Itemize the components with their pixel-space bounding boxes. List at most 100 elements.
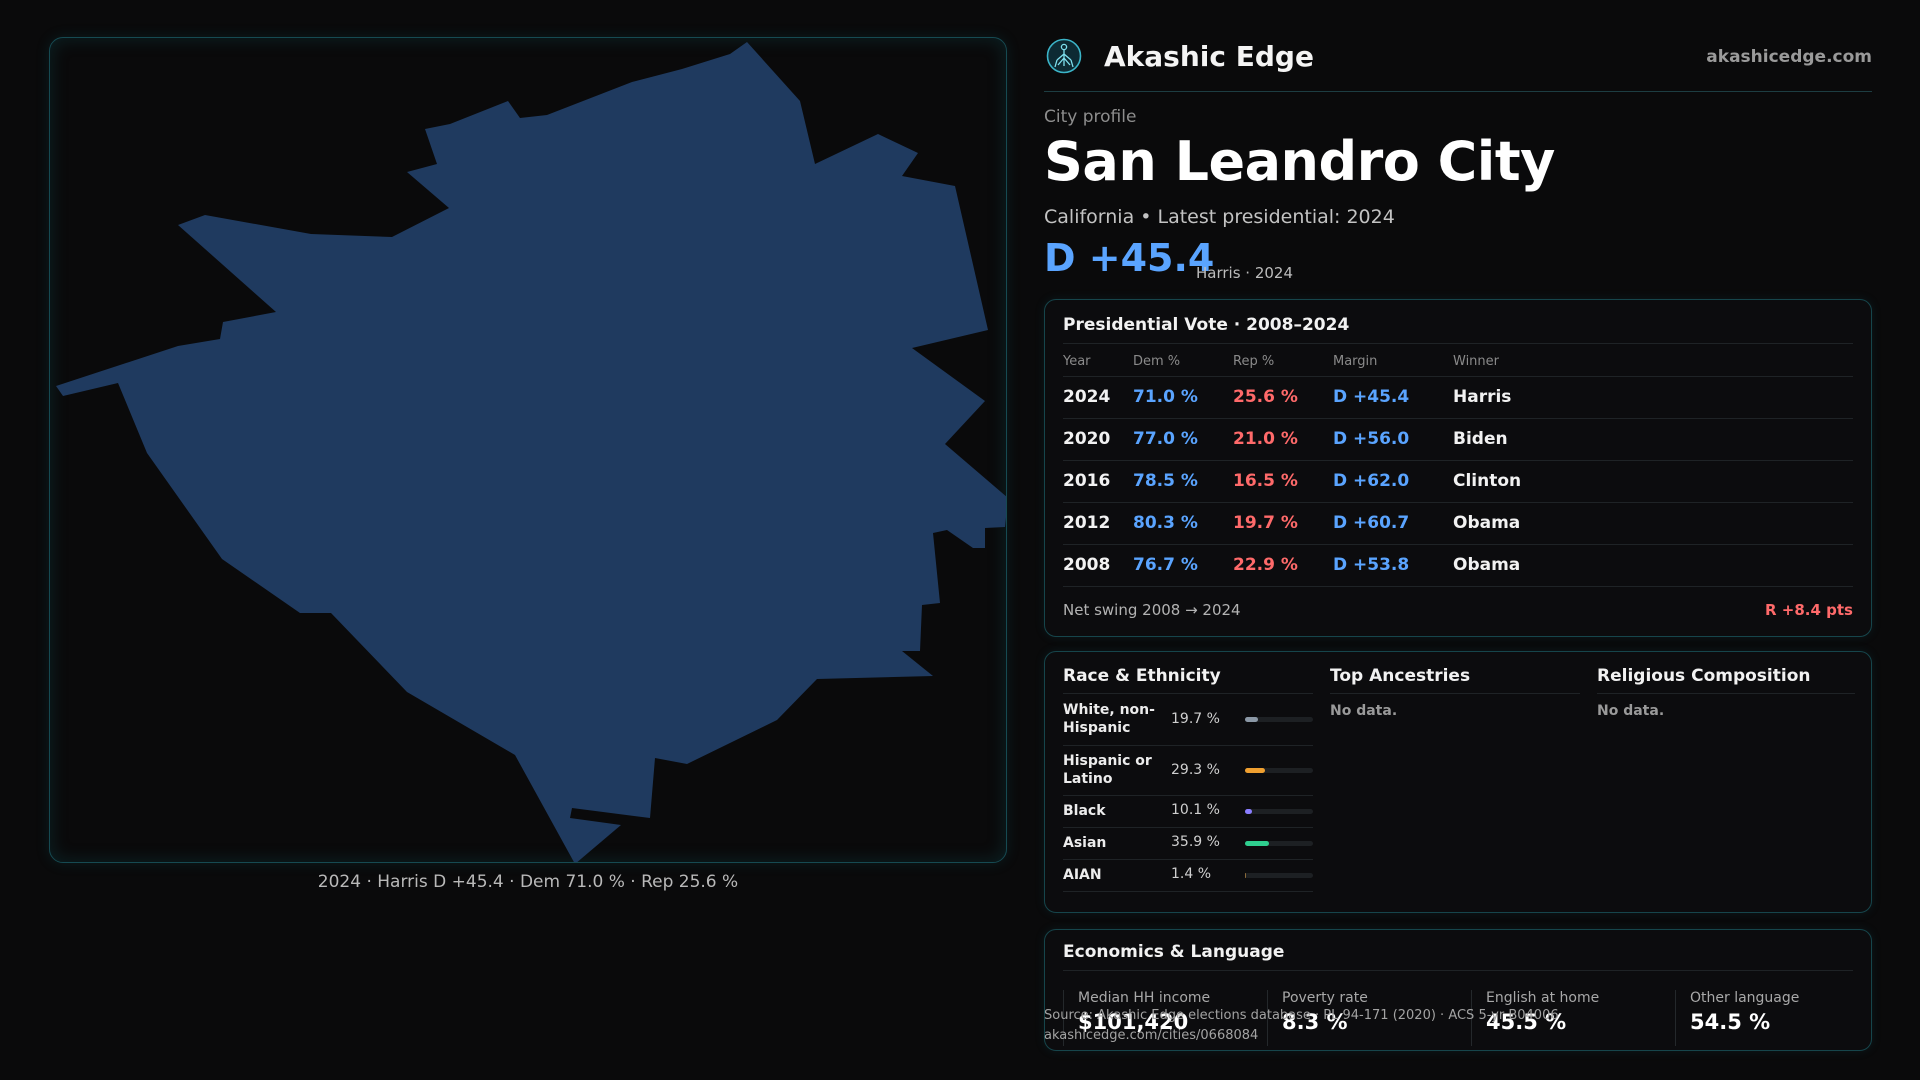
table-row: 2020 77.0 % 21.0 % D +56.0 Biden <box>1063 418 1853 461</box>
race-bar-track <box>1245 809 1313 814</box>
section-title: Race & Ethnicity <box>1063 666 1313 694</box>
race-bar-track <box>1245 717 1313 722</box>
race-pct: 35.9 % <box>1171 834 1220 850</box>
cell-year: 2008 <box>1063 544 1133 587</box>
cell-margin: D +53.8 <box>1333 544 1453 587</box>
section-title: Top Ancestries <box>1330 666 1580 694</box>
race-row: AIAN 1.4 % <box>1063 860 1313 892</box>
religious-composition-section: Religious Composition No data. <box>1597 666 1855 719</box>
presidential-vote-card: Presidential Vote · 2008–2024 Year Dem %… <box>1044 299 1872 637</box>
race-label: Asian <box>1063 835 1107 851</box>
source-citation: Source: Akashic Edge elections database … <box>1044 1008 1559 1023</box>
stat-value: 8.3 % <box>1282 1010 1348 1034</box>
net-swing-label: Net swing 2008 → 2024 <box>1063 601 1241 619</box>
city-boundary-map <box>49 37 1007 863</box>
cell-margin: D +45.4 <box>1333 376 1453 419</box>
profile-column: Akashic Edge akashicedge.com City profil… <box>1044 0 1872 1080</box>
stat-label: English at home <box>1486 990 1600 1006</box>
headline-margin: D +45.4 <box>1044 236 1215 280</box>
race-row: Black 10.1 % <box>1063 796 1313 828</box>
stat-poverty-rate: Poverty rate 8.3 % <box>1267 990 1457 1046</box>
empty-state-text: No data. <box>1330 703 1398 719</box>
demographics-card: Race & Ethnicity White, non-Hispanic 19.… <box>1044 651 1872 913</box>
cell-margin: D +60.7 <box>1333 502 1453 545</box>
race-label: Hispanic or Latino <box>1063 753 1152 787</box>
section-title: Religious Composition <box>1597 666 1855 694</box>
cell-year: 2012 <box>1063 502 1133 545</box>
race-pct: 1.4 % <box>1171 866 1212 882</box>
economics-language-card: Economics & Language Median HH income $1… <box>1044 929 1872 1051</box>
empty-state-text: No data. <box>1597 703 1665 719</box>
stat-value: 54.5 % <box>1690 1010 1771 1034</box>
col-header-rep: Rep % <box>1233 348 1333 377</box>
stat-value: 45.5 % <box>1486 1010 1567 1034</box>
cell-rep: 25.6 % <box>1233 376 1333 419</box>
stat-other-language: Other language 54.5 % <box>1675 990 1865 1046</box>
header-divider <box>1044 91 1872 92</box>
table-row: 2016 78.5 % 16.5 % D +62.0 Clinton <box>1063 460 1853 503</box>
source-url-link[interactable]: akashicedge.com/cities/0668084 <box>1044 1028 1259 1043</box>
race-row: Hispanic or Latino 29.3 % <box>1063 746 1313 796</box>
cell-year: 2016 <box>1063 460 1133 503</box>
race-pct: 29.3 % <box>1171 762 1220 778</box>
race-bar-track <box>1245 873 1313 878</box>
eyebrow-label: City profile <box>1044 107 1137 127</box>
race-bar-fill <box>1245 768 1265 773</box>
brand-name: Akashic Edge <box>1104 40 1314 73</box>
race-bar-track <box>1245 841 1313 846</box>
race-bar-fill <box>1245 717 1259 722</box>
presidential-table: Year Dem % Rep % Margin Winner 2024 71.0… <box>1063 348 1853 587</box>
col-header-dem: Dem % <box>1133 348 1233 377</box>
brand-header: Akashic Edge akashicedge.com <box>1044 36 1872 80</box>
net-swing-value: R +8.4 pts <box>1765 601 1853 619</box>
table-header-row: Year Dem % Rep % Margin Winner <box>1063 348 1853 377</box>
race-pct: 19.7 % <box>1171 711 1220 727</box>
top-ancestries-section: Top Ancestries No data. <box>1330 666 1580 719</box>
map-caption: 2024 · Harris D +45.4 · Dem 71.0 % · Rep… <box>317 872 739 892</box>
race-ethnicity-section: Race & Ethnicity White, non-Hispanic 19.… <box>1063 666 1313 892</box>
race-label: AIAN <box>1063 867 1102 883</box>
cell-winner: Obama <box>1453 544 1853 587</box>
cell-rep: 22.9 % <box>1233 544 1333 587</box>
cell-winner: Obama <box>1453 502 1853 545</box>
cell-dem: 77.0 % <box>1133 418 1233 461</box>
table-row: 2012 80.3 % 19.7 % D +60.7 Obama <box>1063 502 1853 545</box>
race-row: Asian 35.9 % <box>1063 828 1313 860</box>
cell-margin: D +56.0 <box>1333 418 1453 461</box>
brand-url-link[interactable]: akashicedge.com <box>1706 47 1872 67</box>
stat-english-at-home: English at home 45.5 % <box>1471 990 1661 1046</box>
stat-median-income: Median HH income $101,420 <box>1063 990 1253 1046</box>
cell-dem: 80.3 % <box>1133 502 1233 545</box>
cell-year: 2024 <box>1063 376 1133 419</box>
headline-margin-note: Harris · 2024 <box>1196 264 1294 282</box>
cell-winner: Clinton <box>1453 460 1853 503</box>
table-row: 2024 71.0 % 25.6 % D +45.4 Harris <box>1063 376 1853 419</box>
cell-rep: 21.0 % <box>1233 418 1333 461</box>
page-subtitle: California • Latest presidential: 2024 <box>1044 206 1395 228</box>
stat-label: Other language <box>1690 990 1800 1006</box>
tree-of-life-icon <box>1046 38 1082 74</box>
race-bar-fill <box>1245 873 1247 878</box>
cell-year: 2020 <box>1063 418 1133 461</box>
divider <box>1063 343 1853 344</box>
race-row: White, non-Hispanic 19.7 % <box>1063 694 1313 746</box>
cell-winner: Biden <box>1453 418 1853 461</box>
cell-dem: 78.5 % <box>1133 460 1233 503</box>
cell-winner: Harris <box>1453 376 1853 419</box>
source-footer: Source: Akashic Edge elections database … <box>1044 1006 1559 1046</box>
cell-dem: 76.7 % <box>1133 544 1233 587</box>
race-pct: 10.1 % <box>1171 802 1220 818</box>
city-boundary-shape <box>56 42 1006 862</box>
card-title: Presidential Vote · 2008–2024 <box>1063 315 1350 335</box>
col-header-winner: Winner <box>1453 348 1853 377</box>
table-row: 2008 76.7 % 22.9 % D +53.8 Obama <box>1063 544 1853 587</box>
cell-margin: D +62.0 <box>1333 460 1453 503</box>
race-label: Black <box>1063 803 1106 819</box>
col-header-year: Year <box>1063 348 1133 377</box>
stat-label: Median HH income <box>1078 990 1211 1006</box>
card-title: Economics & Language <box>1063 942 1285 962</box>
race-bar-fill <box>1245 841 1270 846</box>
col-header-margin: Margin <box>1333 348 1453 377</box>
race-label: White, non-Hispanic <box>1063 702 1155 736</box>
cell-rep: 16.5 % <box>1233 460 1333 503</box>
